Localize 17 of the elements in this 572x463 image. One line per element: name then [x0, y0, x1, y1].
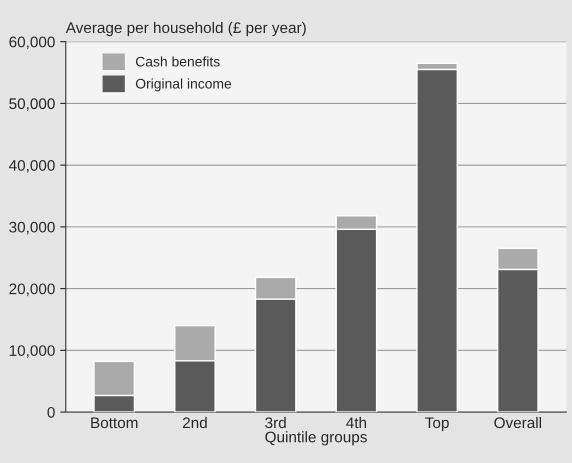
x-tick-label: 4th: [346, 416, 366, 428]
y-tick-label: 50,000: [9, 98, 55, 111]
x-axis-title: Quintile groups: [265, 431, 367, 446]
x-tick-label: Overall: [494, 416, 542, 428]
y-tick-label: 60,000: [9, 36, 55, 50]
y-tick-label: 30,000: [9, 222, 55, 234]
x-tick-label: Bottom: [91, 417, 138, 428]
legend-label: Original income: [136, 78, 232, 92]
y-tick-label: 10,000: [10, 345, 55, 358]
y-axis-title: Average per household (£ per year): [66, 22, 306, 36]
y-tick-label: 0: [47, 406, 55, 418]
x-tick-label: Top: [425, 417, 449, 432]
y-tick-label: 40,000: [8, 160, 55, 173]
x-tick-label: 3rd: [265, 416, 286, 428]
y-tick-label: 20,000: [9, 283, 55, 296]
legend-label: Cash benefits: [136, 56, 220, 67]
x-tick-label: 2nd: [182, 416, 207, 428]
